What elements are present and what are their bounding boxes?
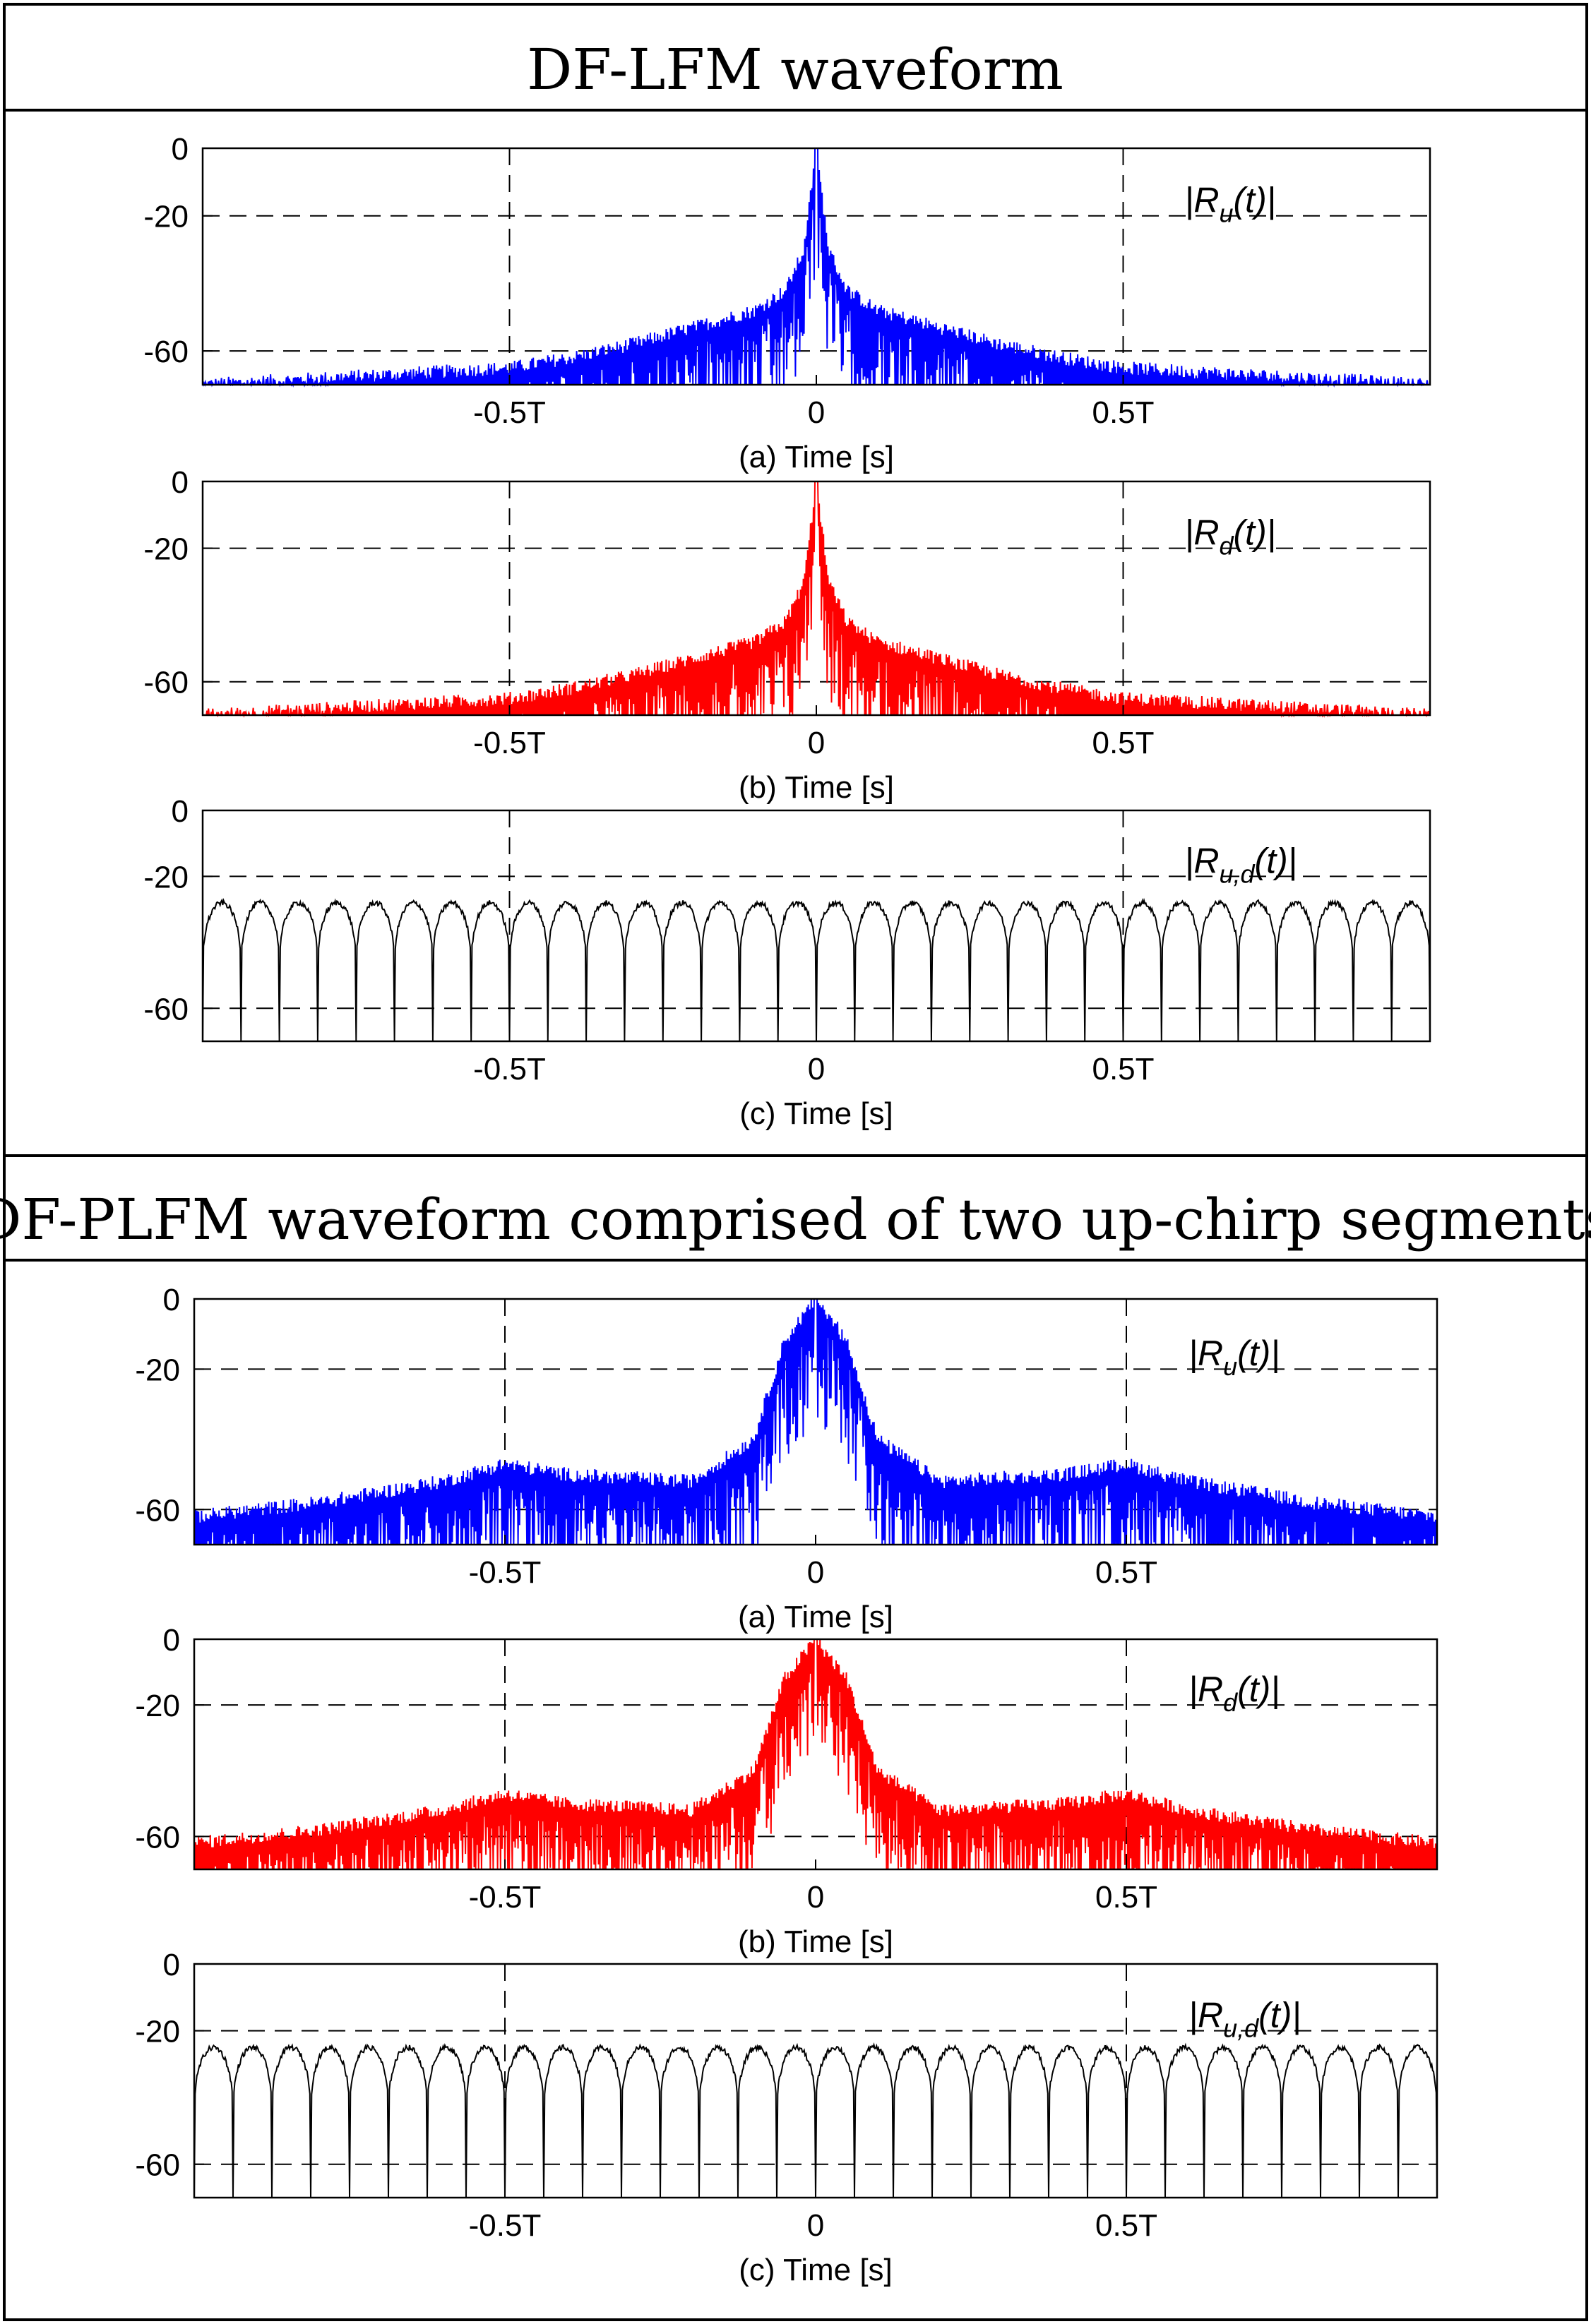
x-tick-label: -0.5T	[473, 1052, 546, 1086]
chart-panels: 0 -20 -60 -0.5T 0 0.5T (a) Time [s] |Ru(t)| 0 -20…	[135, 132, 1438, 2287]
y-tick-label: -20	[135, 1689, 180, 1723]
x-axis-label: (b) Time [s]	[738, 1924, 893, 1959]
y-tick-label: -60	[143, 335, 189, 369]
chart-panel-1-c: 0 -20 -60 -0.5T 0 0.5T (c) Time [s] |Ru,d(t)|	[143, 794, 1431, 1131]
series-label: |Ru(t)|	[1184, 180, 1275, 227]
x-tick-label: -0.5T	[469, 1555, 542, 1590]
series-label: |Ru(t)|	[1188, 1334, 1280, 1381]
y-tick-label: -20	[143, 532, 189, 567]
x-tick-label: 0	[807, 1880, 824, 1915]
x-tick-label: 0.5T	[1092, 395, 1154, 430]
y-tick-label: -60	[143, 666, 189, 700]
series-label: |Ru,d(t)|	[1184, 841, 1297, 888]
x-axis-label: (c) Time [s]	[739, 1096, 893, 1131]
series-label: |Rd(t)|	[1188, 1670, 1280, 1717]
section-title-lfm: DF-LFM waveform	[527, 37, 1063, 102]
series-label: |Ru,d(t)|	[1188, 1995, 1301, 2042]
chart-panel-2-b: 0 -20 -60 -0.5T 0 0.5T (b) Time [s] |Rd(t)|	[135, 1623, 1438, 1959]
y-tick-label: -20	[135, 1353, 180, 1387]
x-axis-label: (a) Time [s]	[739, 440, 894, 474]
series-line	[193, 2042, 1438, 2198]
x-tick-label: 0	[808, 726, 825, 760]
y-tick-label: 0	[163, 1623, 180, 1658]
x-axis-label: (a) Time [s]	[738, 1600, 893, 1634]
y-tick-label: 0	[163, 1283, 180, 1317]
y-tick-label: -60	[135, 1820, 180, 1855]
chart-panel-1-b: 0 -20 -60 -0.5T 0 0.5T (b) Time [s] |Rd(t)|	[143, 465, 1431, 805]
y-tick-label: -60	[135, 1493, 180, 1528]
x-tick-label: 0.5T	[1092, 726, 1154, 760]
x-tick-label: 0.5T	[1092, 1052, 1154, 1086]
y-tick-label: -20	[143, 860, 189, 894]
x-tick-label: -0.5T	[473, 726, 546, 760]
chart-panel-2-a: 0 -20 -60 -0.5T 0 0.5T (a) Time [s] |Ru(t)|	[135, 1283, 1438, 1634]
y-tick-label: -60	[135, 2148, 180, 2183]
y-tick-label: -60	[143, 992, 189, 1026]
y-tick-label: 0	[172, 465, 189, 500]
y-tick-label: -20	[135, 2015, 180, 2049]
chart-panel-1-a: 0 -20 -60 -0.5T 0 0.5T (a) Time [s] |Ru(t)|	[143, 132, 1431, 474]
x-axis-label: (b) Time [s]	[739, 770, 894, 805]
chart-panel-2-c: 0 -20 -60 -0.5T 0 0.5T (c) Time [s] |Ru,d(t)|	[135, 1948, 1438, 2287]
figure-frame	[3, 3, 1588, 2321]
x-tick-label: -0.5T	[469, 2208, 542, 2243]
x-tick-label: -0.5T	[469, 1880, 542, 1915]
x-tick-label: 0	[807, 2208, 824, 2243]
x-tick-label: -0.5T	[473, 395, 546, 430]
series-line	[202, 897, 1431, 1042]
x-axis-label: (c) Time [s]	[739, 2253, 893, 2287]
x-tick-label: 0	[808, 395, 825, 430]
section-title-plfm: DF-PLFM waveform comprised of two up-chi…	[0, 1187, 1591, 1252]
y-tick-label: 0	[172, 794, 189, 829]
series-label: |Rd(t)|	[1184, 513, 1275, 560]
y-tick-label: 0	[163, 1948, 180, 1982]
x-tick-label: 0	[807, 1555, 824, 1590]
x-tick-label: 0.5T	[1095, 2208, 1157, 2243]
x-tick-label: 0.5T	[1095, 1880, 1157, 1915]
x-tick-label: 0.5T	[1095, 1555, 1157, 1590]
y-tick-label: 0	[172, 132, 189, 167]
x-tick-label: 0	[808, 1052, 825, 1086]
y-tick-label: -20	[143, 200, 189, 234]
